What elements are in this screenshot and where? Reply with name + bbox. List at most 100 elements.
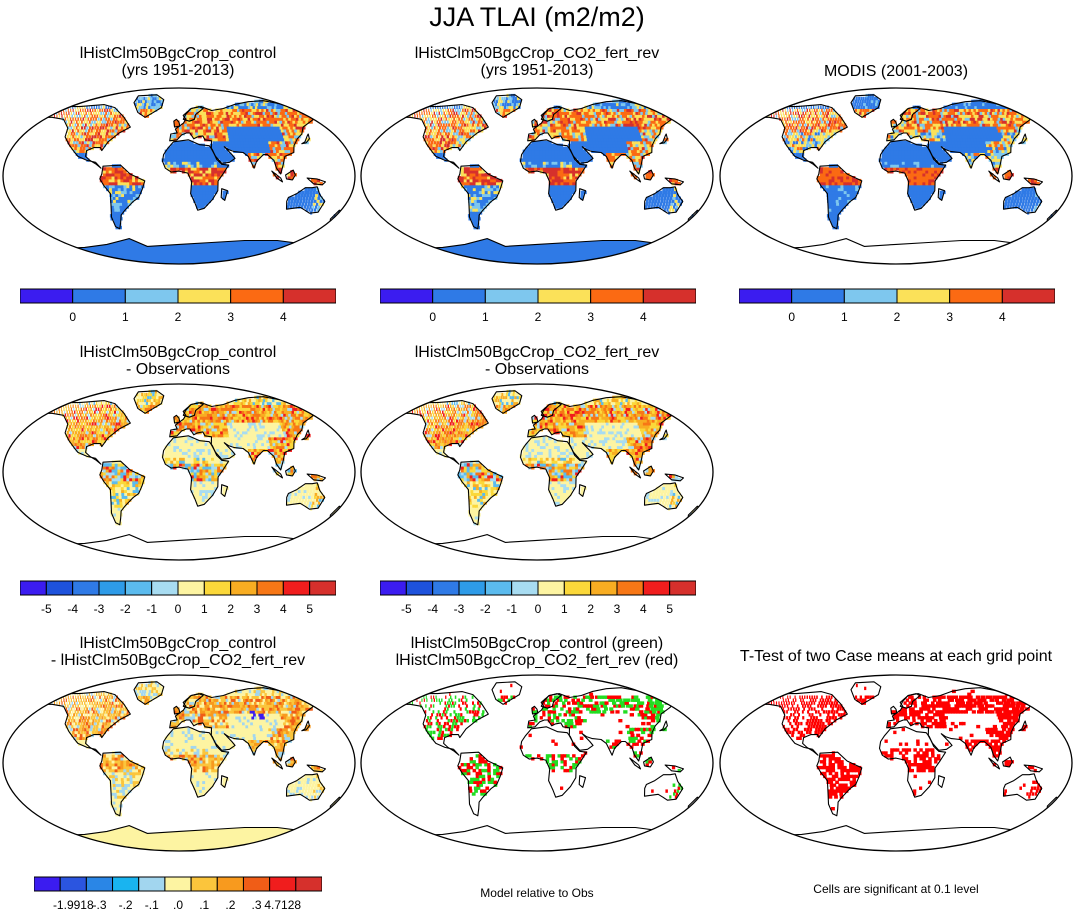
colorbar-swatch [1001, 288, 1055, 304]
colorbar-diff-control: -5 -4 -3 -2 -1 0 1 2 3 4 5 [20, 580, 336, 616]
colorbar-label: 4 [640, 310, 647, 324]
colorbar-label: 0 [175, 602, 182, 616]
colorbar-swatch [949, 288, 1003, 304]
colorbar-swatch [282, 580, 311, 596]
colorbar-swatch [896, 288, 951, 304]
colorbar-label: 5 [306, 602, 313, 616]
colorbar-swatch [590, 580, 618, 596]
colorbar-swatch [295, 876, 322, 892]
colorbar-swatch [124, 288, 179, 304]
colorbar-tlai-control: 0 1 2 3 4 [20, 288, 336, 324]
colorbar-label: 3 [946, 310, 953, 324]
panel-title-co2-fert-rev: lHistClm50BgcCrop_CO2_fert_rev (yrs 1951-… [414, 45, 660, 79]
colorbar-swatch [34, 876, 61, 892]
map-control-tlai [1, 86, 357, 266]
colorbar-swatch [642, 580, 671, 596]
colorbar-label: 0 [429, 310, 436, 324]
colorbar-swatch [739, 288, 793, 304]
colorbar-swatch [537, 288, 592, 304]
colorbar-label: -5 [41, 602, 52, 616]
colorbar-swatch [269, 876, 297, 892]
footnote-model-relative: Model relative to Obs [480, 886, 594, 900]
colorbar-swatch [138, 876, 166, 892]
colorbar-label: -3 [94, 602, 105, 616]
colorbar-label: 4 [280, 310, 287, 324]
colorbar-label: 0 [69, 310, 76, 324]
colorbar-swatch [151, 580, 179, 596]
colorbar-swatch [98, 580, 126, 596]
colorbar-swatch [203, 580, 232, 596]
colorbar-swatch [511, 580, 539, 596]
colorbar-label: 4 [640, 602, 647, 616]
panel-title-ttest: T-Test of two Case means at each grid po… [739, 648, 1053, 665]
colorbar-label: 3 [614, 602, 621, 616]
colorbar-label: 4 [999, 310, 1006, 324]
colorbar-label: 0 [788, 310, 795, 324]
colorbar-swatch [216, 876, 244, 892]
colorbar-swatch [177, 580, 205, 596]
panel-title-green-red-comparison: lHistClm50BgcCrop_control (green) lHistCl… [395, 635, 679, 669]
colorbar-swatch [190, 876, 218, 892]
colorbar-swatch [563, 580, 592, 596]
colorbar-label: 3 [227, 310, 234, 324]
footnote-significance: Cells are significant at 0.1 level [813, 882, 979, 896]
colorbar-label: -1.9918 [53, 898, 94, 911]
colorbar-swatch [484, 580, 513, 596]
colorbar-label: -.1 [145, 898, 159, 911]
colorbar-swatch [20, 288, 74, 304]
colorbar-swatch [124, 580, 153, 596]
colorbar-swatch [458, 580, 486, 596]
panel-title-modis: MODIS (2001-2003) [823, 63, 969, 80]
colorbar-swatch [309, 580, 336, 596]
colorbar-label: .1 [199, 898, 209, 911]
colorbar-label: 4.7128 [264, 898, 301, 911]
panel-title-co2-minus-obs: lHistClm50BgcCrop_CO2_fert_rev - Observat… [414, 344, 660, 378]
colorbar-label: 2 [227, 602, 234, 616]
colorbar-swatch [791, 288, 845, 304]
colorbar-label: -4 [67, 602, 78, 616]
colorbar-swatch [242, 876, 271, 892]
colorbar-label: 5 [666, 602, 673, 616]
colorbar-swatch [45, 580, 74, 596]
colorbar-label: 1 [841, 310, 848, 324]
map-co2-minus-obs [359, 382, 715, 562]
colorbar-swatch [72, 580, 100, 596]
colorbar-swatch [616, 580, 644, 596]
colorbar-swatch [590, 288, 644, 304]
colorbar-label: .0 [173, 898, 183, 911]
colorbar-swatch [843, 288, 898, 304]
colorbar-swatch [20, 580, 47, 596]
colorbar-swatch [85, 876, 114, 892]
colorbar-label: 3 [587, 310, 594, 324]
colorbar-label: -.3 [92, 898, 106, 911]
colorbar-swatch [405, 580, 434, 596]
colorbar-label: 3 [254, 602, 261, 616]
colorbar-label: -1 [146, 602, 157, 616]
panel-title-control-minus-obs: lHistClm50BgcCrop_control - Observations [79, 344, 277, 378]
colorbar-swatch [380, 580, 407, 596]
figure-title: JJA TLAI (m2/m2) [429, 2, 645, 32]
colorbar-label: -2 [480, 602, 491, 616]
map-control-minus-obs [1, 382, 357, 562]
panel-title-case-difference: lHistClm50BgcCrop_control - lHistClm50Bgc… [50, 635, 306, 669]
colorbar-tlai-co2-fert-rev: 0 1 2 3 4 [380, 288, 696, 324]
colorbar-label: -5 [401, 602, 412, 616]
colorbar-swatch [380, 288, 434, 304]
map-ttest-significance [718, 673, 1074, 853]
colorbar-label: -4 [427, 602, 438, 616]
colorbar-label: -1 [506, 602, 517, 616]
map-green-red-comparison [359, 673, 715, 853]
colorbar-swatch [642, 288, 696, 304]
colorbar-label: 0 [535, 602, 542, 616]
colorbar-label: .3 [251, 898, 261, 911]
colorbar-label: 2 [587, 602, 594, 616]
colorbar-swatch [432, 288, 486, 304]
map-modis-tlai [718, 86, 1074, 266]
colorbar-swatch [164, 876, 192, 892]
colorbar-label: 2 [535, 310, 542, 324]
colorbar-diff-co2: -5 -4 -3 -2 -1 0 1 2 3 4 5 [380, 580, 696, 616]
colorbar-label: 4 [280, 602, 287, 616]
colorbar-case-difference: -1.9918 -.3 -.2 -.1 .0 .1 .2 .3 4.7128 [34, 876, 322, 911]
colorbar-label: -2 [120, 602, 131, 616]
